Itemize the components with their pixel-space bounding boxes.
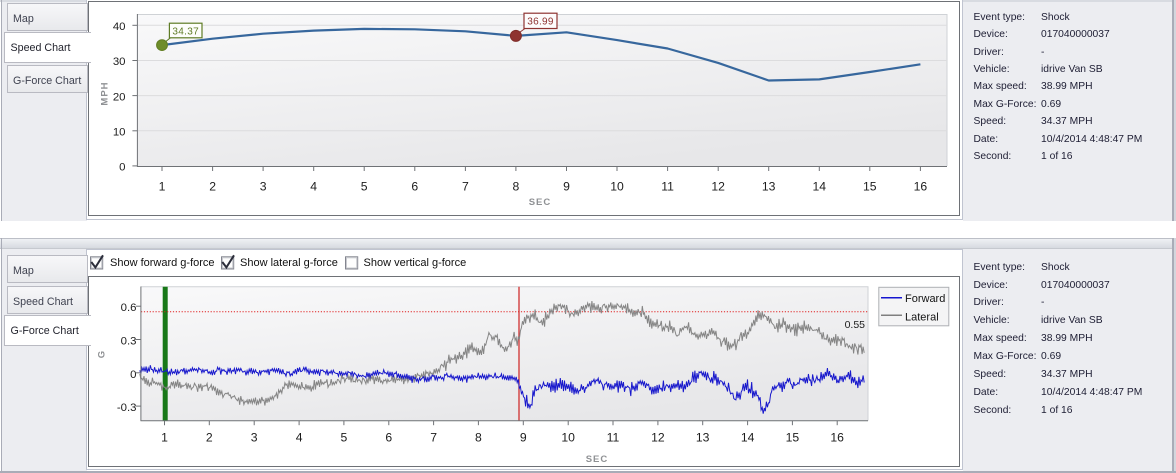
svg-text:G: G [97, 350, 108, 358]
svg-text:10: 10 [561, 431, 575, 445]
svg-text:4: 4 [296, 431, 303, 445]
svg-text:8: 8 [475, 431, 482, 445]
svg-text:13: 13 [762, 180, 776, 194]
svg-text:12: 12 [711, 180, 725, 194]
svg-text:15: 15 [863, 180, 877, 194]
svg-text:12: 12 [651, 431, 665, 445]
svg-text:14: 14 [741, 431, 755, 445]
svg-text:9: 9 [563, 180, 570, 194]
svg-text:30: 30 [113, 56, 126, 68]
svg-text:1: 1 [161, 431, 168, 445]
svg-text:MPH: MPH [100, 81, 111, 105]
svg-text:34.37: 34.37 [172, 27, 199, 38]
svg-text:13: 13 [696, 431, 710, 445]
svg-text:2: 2 [206, 431, 213, 445]
svg-text:Forward: Forward [905, 293, 945, 305]
svg-text:0: 0 [130, 369, 136, 381]
svg-text:6: 6 [385, 431, 392, 445]
svg-text:16: 16 [830, 431, 844, 445]
svg-text:0.3: 0.3 [121, 336, 137, 348]
svg-text:SEC: SEC [529, 197, 552, 208]
svg-text:4: 4 [310, 180, 317, 194]
svg-text:15: 15 [786, 431, 800, 445]
svg-text:3: 3 [260, 180, 267, 194]
svg-text:5: 5 [361, 180, 368, 194]
svg-text:6: 6 [411, 180, 418, 194]
svg-text:16: 16 [914, 180, 928, 194]
svg-text:SEC: SEC [586, 454, 609, 465]
svg-text:10: 10 [113, 127, 126, 139]
svg-text:1: 1 [159, 180, 166, 194]
svg-text:-0.3: -0.3 [117, 402, 137, 414]
svg-text:40: 40 [113, 21, 126, 33]
svg-text:3: 3 [251, 431, 258, 445]
svg-text:5: 5 [341, 431, 348, 445]
svg-text:11: 11 [607, 431, 620, 445]
svg-text:0: 0 [119, 162, 125, 174]
svg-text:8: 8 [513, 180, 520, 194]
svg-text:0.55: 0.55 [845, 319, 866, 331]
svg-text:9: 9 [520, 431, 527, 445]
svg-text:7: 7 [430, 431, 437, 445]
svg-text:14: 14 [813, 180, 827, 194]
svg-text:2: 2 [209, 180, 216, 194]
svg-text:7: 7 [462, 180, 469, 194]
svg-text:11: 11 [661, 180, 674, 194]
svg-text:Lateral: Lateral [905, 311, 939, 323]
svg-text:10: 10 [610, 180, 624, 194]
svg-text:20: 20 [113, 91, 126, 103]
svg-text:36.99: 36.99 [527, 16, 554, 27]
svg-text:0.6: 0.6 [121, 302, 137, 314]
